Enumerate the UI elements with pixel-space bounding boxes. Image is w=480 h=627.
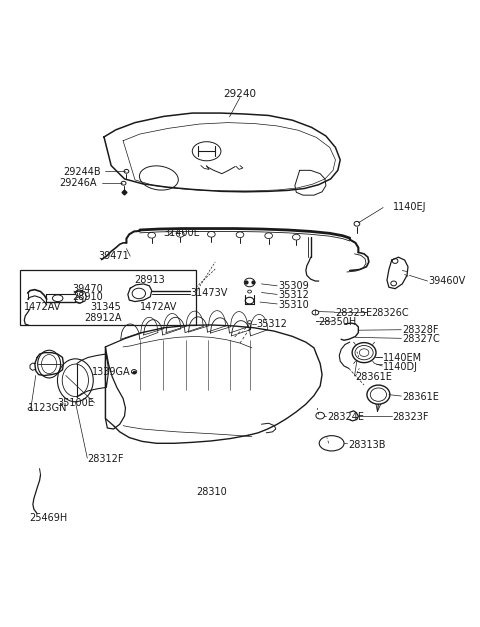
Text: 1140EM: 1140EM xyxy=(383,354,422,364)
Text: 28913: 28913 xyxy=(134,275,165,285)
Text: 35309: 35309 xyxy=(278,282,309,292)
Text: 28323F: 28323F xyxy=(393,411,429,421)
Text: 1339GA: 1339GA xyxy=(92,367,130,377)
Text: 1472AV: 1472AV xyxy=(140,302,178,312)
Text: 35310: 35310 xyxy=(278,300,309,310)
Bar xyxy=(20,270,196,325)
Text: 28910: 28910 xyxy=(72,292,103,302)
Text: 35100E: 35100E xyxy=(58,398,95,408)
Text: 1140EJ: 1140EJ xyxy=(393,202,426,212)
Text: 31345: 31345 xyxy=(90,302,121,312)
Text: 39460V: 39460V xyxy=(429,276,466,286)
Text: 28350H: 28350H xyxy=(319,317,357,327)
Text: 28912A: 28912A xyxy=(84,314,122,324)
Text: 35312: 35312 xyxy=(278,290,309,300)
Text: 31473V: 31473V xyxy=(190,288,227,298)
Text: 28325E: 28325E xyxy=(336,308,372,317)
Text: 28313B: 28313B xyxy=(348,440,385,450)
Text: 29246A: 29246A xyxy=(60,178,97,188)
Text: 28324E: 28324E xyxy=(327,411,364,421)
Text: 35312: 35312 xyxy=(257,320,288,329)
Text: 28361E: 28361E xyxy=(356,372,392,382)
Text: 31400E: 31400E xyxy=(163,228,200,238)
Text: 1123GN: 1123GN xyxy=(28,403,67,413)
Text: 28310: 28310 xyxy=(196,487,227,497)
Text: 1472AV: 1472AV xyxy=(24,302,61,312)
Text: 29244B: 29244B xyxy=(63,167,101,177)
Text: 28326C: 28326C xyxy=(371,308,409,317)
Text: 1140DJ: 1140DJ xyxy=(383,362,418,372)
Text: 25469H: 25469H xyxy=(29,513,67,523)
Text: 28312F: 28312F xyxy=(87,454,124,464)
Text: 29240: 29240 xyxy=(224,89,256,99)
Text: 28328F: 28328F xyxy=(402,325,439,335)
Text: 39471: 39471 xyxy=(98,251,129,261)
Text: 28361E: 28361E xyxy=(402,392,439,402)
Text: 28327C: 28327C xyxy=(402,334,440,344)
Text: 39470: 39470 xyxy=(72,284,103,294)
